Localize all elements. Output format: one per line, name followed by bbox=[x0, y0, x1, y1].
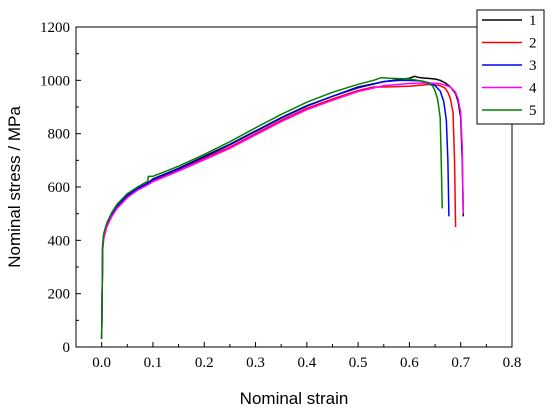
series-line-4 bbox=[100, 82, 465, 340]
y-tick-label: 1200 bbox=[40, 20, 70, 36]
y-tick-label: 200 bbox=[48, 287, 71, 303]
x-tick-label: 0.2 bbox=[195, 355, 214, 371]
legend-label-2: 2 bbox=[529, 36, 537, 52]
x-axis-title: Nominal strain bbox=[240, 389, 349, 408]
y-axis-ticks: 0 200 400 600 800 1000 1200 bbox=[40, 20, 81, 356]
series-line-5 bbox=[100, 76, 443, 340]
y-axis-title: Nominal stress / MPa bbox=[5, 106, 24, 268]
series-line-1 bbox=[100, 75, 465, 340]
y-tick-label: 0 bbox=[63, 340, 71, 356]
y-tick-label: 400 bbox=[48, 233, 71, 249]
series-lines bbox=[100, 75, 465, 340]
y-tick-label: 600 bbox=[48, 180, 71, 196]
x-tick-label: 0.0 bbox=[92, 355, 111, 371]
x-tick-label: 0.3 bbox=[246, 355, 265, 371]
x-axis-ticks: 0.0 0.1 0.2 0.3 0.4 0.5 0.6 0.7 0.8 bbox=[75, 342, 522, 371]
series-line-3 bbox=[100, 79, 450, 340]
x-tick-label: 0.5 bbox=[349, 355, 368, 371]
x-tick-label: 0.4 bbox=[297, 355, 316, 371]
legend-label-5: 5 bbox=[529, 103, 537, 119]
x-tick-label: 0.8 bbox=[503, 355, 522, 371]
x-tick-label: 0.1 bbox=[144, 355, 163, 371]
legend-box bbox=[476, 9, 545, 125]
legend: 1 2 3 4 5 bbox=[476, 9, 545, 125]
x-tick-label: 0.6 bbox=[400, 355, 419, 371]
legend-label-1: 1 bbox=[529, 13, 537, 29]
x-tick-label: 0.7 bbox=[451, 355, 470, 371]
legend-label-3: 3 bbox=[529, 58, 537, 74]
y-tick-label: 800 bbox=[48, 127, 71, 143]
y-tick-label: 1000 bbox=[40, 73, 70, 89]
legend-label-4: 4 bbox=[529, 81, 537, 97]
